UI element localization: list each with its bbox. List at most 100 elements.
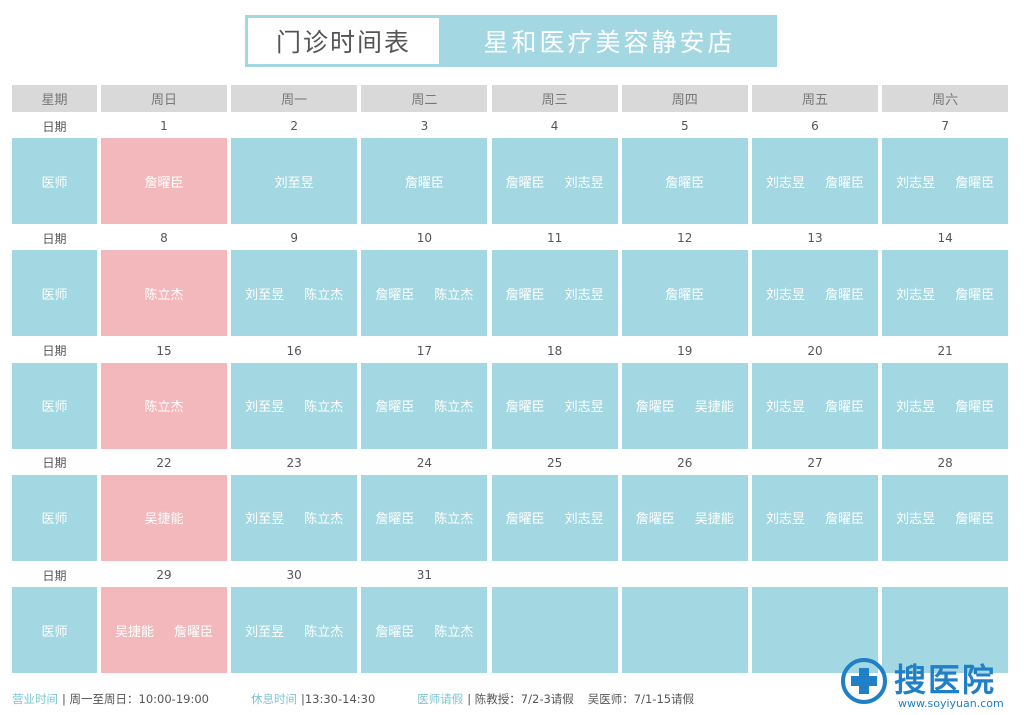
doctor-name: 詹曜臣	[955, 175, 995, 191]
day-cell: 刘志昱 詹曜臣	[752, 138, 878, 224]
date: 21	[937, 343, 953, 358]
day-cell: 刘志昱 詹曜臣	[882, 362, 1009, 449]
day-cell	[882, 587, 1009, 674]
date: 3	[420, 119, 429, 133]
doctor-name: 陈立杰	[304, 624, 344, 640]
day-cell: 吴捷能 詹曜臣	[101, 587, 227, 674]
day-cell: 吴捷能	[101, 474, 227, 561]
footer-label: 医师请假	[417, 692, 464, 706]
column-header: 周一	[231, 85, 358, 112]
date: 22	[156, 455, 172, 470]
doctor-name: 陈立杰	[434, 512, 474, 528]
date-label: 日期	[42, 568, 67, 583]
date: 30	[286, 568, 302, 583]
day-cell: 詹曜臣 陈立杰	[361, 362, 488, 449]
day-cell: 詹曜臣 陈立杰	[361, 587, 488, 674]
date: 13	[807, 231, 823, 246]
column-header: 周三	[491, 85, 618, 112]
day-cell: 刘志昱 詹曜臣	[752, 474, 878, 561]
doctor-name: 詹曜臣	[665, 287, 705, 303]
doctor-name: 詹曜臣	[955, 512, 995, 528]
day-cell: 陈立杰	[101, 362, 227, 449]
watermark-brand: 搜医院	[894, 661, 997, 699]
date-label: 日期	[42, 344, 67, 359]
column-header: 周二	[361, 85, 488, 112]
doctor-name: 刘志昱	[564, 175, 604, 191]
footer-text: | 周一至周日：10:00-19:00	[62, 692, 209, 706]
day-cell: 刘志昱 詹曜臣	[882, 250, 1009, 337]
day-cell: 詹曜臣 吴捷能	[621, 474, 748, 561]
day-cell: 詹曜臣 刘志昱	[491, 474, 618, 561]
doctor-name: 詹曜臣	[375, 287, 415, 303]
doctor-name: 刘志昱	[896, 175, 936, 191]
watermark-icon	[841, 658, 887, 704]
doctor-name: 陈立杰	[304, 512, 344, 528]
doctor-name: 詹曜臣	[375, 624, 415, 640]
doctor-name: 詹曜臣	[505, 287, 545, 303]
day-cell: 刘志昱 詹曜臣	[882, 138, 1009, 224]
date: 29	[156, 568, 172, 583]
footer: 营业时间 | 周一至周日：10:00-19:00 休息时间 |13:30-14:30 医…	[12, 691, 708, 707]
date-label: 日期	[42, 231, 67, 246]
doctor-name: 陈立杰	[304, 400, 344, 416]
day-cell: 刘至昱 陈立杰	[231, 250, 358, 337]
date: 27	[807, 455, 823, 470]
doctor-name: 刘至昱	[245, 287, 285, 303]
column-header: 周四	[621, 85, 748, 112]
doctor-name: 詹曜臣	[505, 512, 545, 528]
day-cell: 詹曜臣 刘志昱	[491, 362, 618, 449]
doctor-name: 刘至昱	[245, 512, 285, 528]
date: 31	[416, 568, 433, 583]
title: 门诊时间表	[245, 15, 442, 67]
date: 2	[290, 119, 298, 133]
doctor-name: 詹曜臣	[375, 400, 415, 416]
doctor-name: 刘志昱	[765, 287, 805, 303]
day-cell: 刘至昱 陈立杰	[231, 587, 358, 674]
doctor-label: 医师	[12, 250, 97, 337]
day-cell: 詹曜臣 吴捷能	[621, 362, 748, 449]
day-cell: 刘志昱 詹曜臣	[882, 474, 1009, 561]
watermark-url: www.soyiyuan.com	[898, 697, 1004, 710]
doctor-name: 詹曜臣	[635, 512, 675, 528]
doctor-name: 刘志昱	[564, 287, 604, 303]
date: 4	[550, 119, 559, 133]
doctor-name: 刘志昱	[564, 512, 604, 528]
day-cell: 刘至昱	[231, 138, 358, 224]
date: 16	[286, 343, 302, 358]
doctor-name: 詹曜臣	[825, 512, 865, 528]
date: 5	[680, 119, 689, 133]
date: 15	[156, 343, 172, 358]
doctor-name: 詹曜臣	[955, 400, 995, 416]
day-cell: 刘志昱 詹曜臣	[752, 362, 878, 449]
doctor-name: 詹曜臣	[174, 624, 214, 640]
day-cell: 詹曜臣	[101, 138, 227, 224]
date: 6	[811, 119, 819, 133]
footer-item: 休息时间 |13:30-14:30	[251, 691, 389, 707]
date-label: 日期	[42, 119, 67, 134]
date: 14	[937, 231, 953, 246]
day-cell: 詹曜臣 刘志昱	[491, 250, 618, 337]
date: 23	[286, 455, 302, 470]
date: 18	[546, 343, 563, 358]
doctor-name: 吴捷能	[694, 400, 734, 416]
date-label: 日期	[42, 456, 67, 471]
doctor-name: 詹曜臣	[665, 175, 705, 191]
date: 1	[160, 119, 168, 133]
date: 8	[160, 231, 168, 246]
date: 25	[546, 455, 563, 470]
doctor-name: 陈立杰	[144, 400, 184, 416]
doctor-name: 刘志昱	[765, 400, 805, 416]
date: 24	[416, 455, 433, 470]
doctor-label: 医师	[12, 587, 97, 674]
doctor-name: 刘至昱	[245, 400, 285, 416]
footer-label: 营业时间	[12, 692, 58, 706]
day-cell: 刘志昱 詹曜臣	[752, 250, 878, 337]
date: 10	[416, 231, 433, 246]
column-header: 周五	[752, 85, 878, 112]
footer-item: 医师请假 | 陈教授：7/2-3请假 吴医师：7/1-15请假	[417, 691, 708, 707]
doctor-name: 陈立杰	[144, 287, 184, 303]
column-header: 周日	[101, 85, 227, 112]
day-cell: 詹曜臣 陈立杰	[361, 250, 488, 337]
doctor-label: 医师	[12, 138, 97, 224]
